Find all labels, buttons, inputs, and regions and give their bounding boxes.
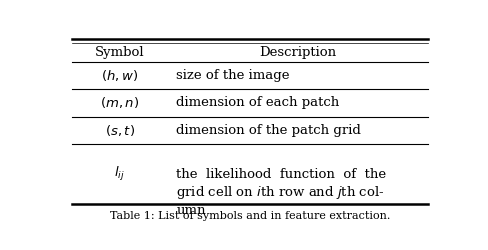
Text: size of the image: size of the image [176,69,290,82]
Text: $(m, n)$: $(m, n)$ [100,95,139,110]
Text: umn: umn [176,204,206,217]
Text: the  likelihood  function  of  the: the likelihood function of the [176,168,386,180]
Text: Description: Description [259,46,336,59]
Text: grid cell on $i$th row and $j$th col-: grid cell on $i$th row and $j$th col- [176,184,385,201]
Text: dimension of each patch: dimension of each patch [176,96,340,109]
Text: Symbol: Symbol [95,46,144,59]
Text: Table 1: List of symbols and in feature extraction.: Table 1: List of symbols and in feature … [110,211,390,221]
Text: $l_{ij}$: $l_{ij}$ [114,165,125,183]
Text: dimension of the patch grid: dimension of the patch grid [176,124,361,137]
Text: $(h, w)$: $(h, w)$ [101,68,138,83]
Text: $(s, t)$: $(s, t)$ [104,123,135,138]
